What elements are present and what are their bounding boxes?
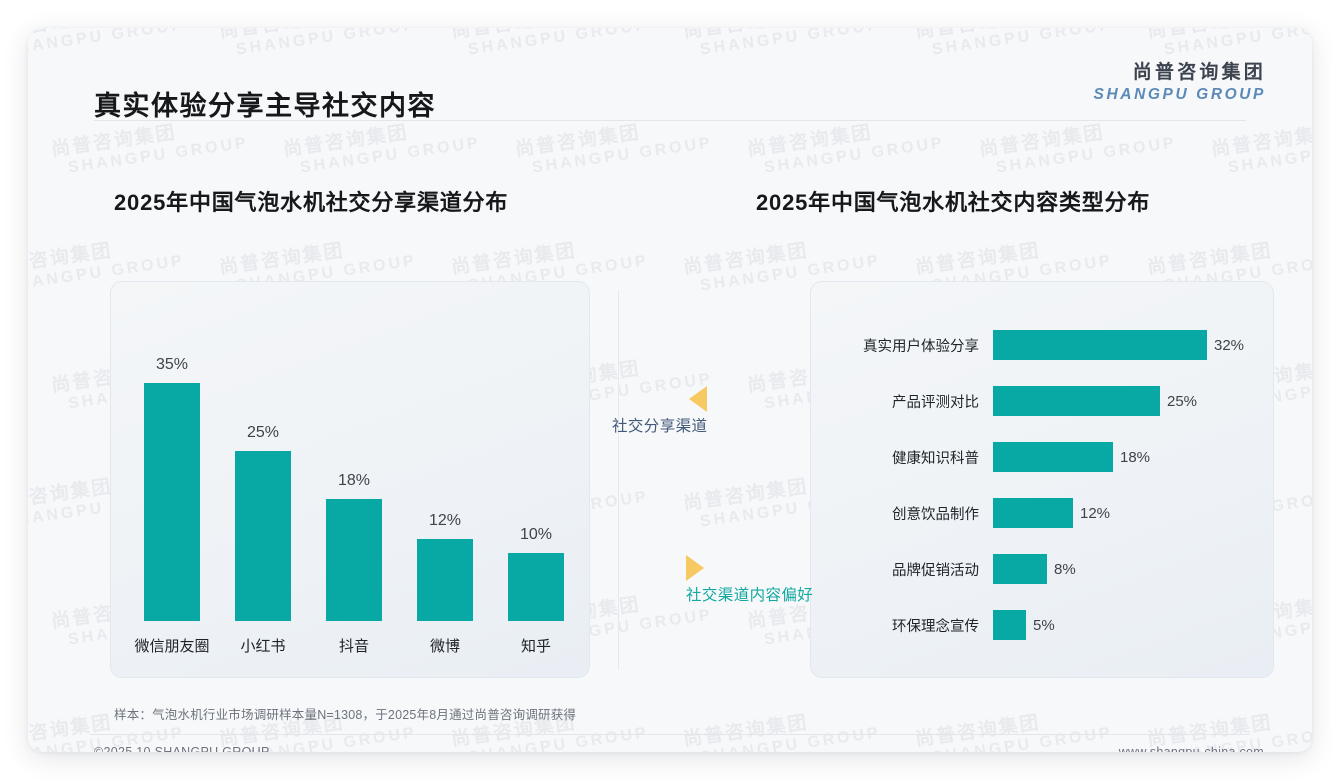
bar-rect <box>144 383 200 621</box>
bar-value-label: 25% <box>1167 392 1198 410</box>
bar-rect <box>993 442 1113 472</box>
bar-rect <box>993 498 1073 528</box>
bar-row: 品牌促销活动 8% <box>811 554 1273 584</box>
annotation-social-share-channel: 社交分享渠道 <box>612 386 708 436</box>
right-chart-title: 2025年中国气泡水机社交内容类型分布 <box>756 190 1151 215</box>
annotation-right-label: 社交渠道内容偏好 <box>686 587 814 604</box>
bar-value-label: 12% <box>428 512 462 529</box>
bar-value-label: 35% <box>155 356 189 373</box>
triangle-left-icon <box>689 386 708 412</box>
bar-group: 18% 抖音 <box>322 472 386 655</box>
bar-category-label: 品牌促销活动 <box>892 562 979 579</box>
slide-header: 真实体验分享主导社交内容 尚普咨询集团 SHANGPU GROUP <box>28 28 1312 124</box>
bar-value-label: 10% <box>519 526 553 543</box>
bar-rect <box>993 330 1207 360</box>
bar-category-label: 创意饮品制作 <box>892 506 979 523</box>
triangle-right-icon <box>686 555 704 581</box>
bar-category-label: 微博 <box>429 638 460 655</box>
bar-rect <box>326 499 382 621</box>
bar-category-label: 环保理念宣传 <box>892 618 979 635</box>
bar-row: 创意饮品制作 12% <box>811 498 1273 528</box>
bar-category-label: 小红书 <box>240 638 286 655</box>
bar-category-label: 抖音 <box>338 638 369 655</box>
footer-copyright: ©2025.10 SHANGPU GROUP <box>94 745 270 752</box>
bar-rect <box>417 539 473 621</box>
bar-value-label: 18% <box>337 472 371 489</box>
page-title: 真实体验分享主导社交内容 <box>94 91 436 121</box>
annotation-content-preference: 社交渠道内容偏好 <box>686 555 813 605</box>
column-divider <box>618 290 619 670</box>
left-chart-panel: 35% 微信朋友圈 25% 小红书 18% 抖音 12% 微博 10% 知乎 <box>110 281 590 678</box>
annotation-left-label: 社交分享渠道 <box>612 418 708 435</box>
bar-group: 25% 小红书 <box>231 424 295 655</box>
logo-chinese-text: 尚普咨询集团 <box>1132 62 1266 83</box>
bar-rect <box>508 553 564 621</box>
bar-group: 35% 微信朋友圈 <box>135 356 210 655</box>
bar-row: 真实用户体验分享 32% <box>811 330 1273 360</box>
bar-group: 10% 知乎 <box>504 526 568 655</box>
bar-category-label: 微信朋友圈 <box>134 638 210 655</box>
bar-category-label: 健康知识科普 <box>892 450 979 467</box>
bar-row: 产品评测对比 25% <box>811 386 1273 416</box>
footer-divider <box>90 734 1250 735</box>
bar-rect <box>993 554 1047 584</box>
bar-value-label: 8% <box>1054 560 1076 578</box>
brand-logo: 尚普咨询集团 SHANGPU GROUP <box>1094 62 1266 105</box>
horizontal-bar-chart: 真实用户体验分享 32% 产品评测对比 25% 健康知识科普 18% 创意饮品制作 12% 品牌… <box>811 282 1273 677</box>
footer-website: www.shangpu-china.com <box>1118 745 1264 752</box>
bar-rect <box>993 610 1026 640</box>
bar-value-label: 25% <box>246 424 280 441</box>
bar-rect <box>993 386 1160 416</box>
source-note: 样本：气泡水机行业市场调研样本量N=1308，于2025年8月通过尚普咨询调研获… <box>114 708 577 722</box>
bar-rect <box>235 451 291 621</box>
logo-english-text: SHANGPU GROUP <box>1093 86 1266 104</box>
bar-value-label: 5% <box>1033 616 1055 634</box>
bar-row: 环保理念宣传 5% <box>811 610 1273 640</box>
header-divider <box>94 120 1246 121</box>
left-chart-title: 2025年中国气泡水机社交分享渠道分布 <box>114 190 509 215</box>
right-chart-panel: 真实用户体验分享 32% 产品评测对比 25% 健康知识科普 18% 创意饮品制作 12% 品牌… <box>810 281 1274 678</box>
bar-category-label: 知乎 <box>520 638 551 655</box>
vertical-bar-chart: 35% 微信朋友圈 25% 小红书 18% 抖音 12% 微博 10% 知乎 <box>111 282 589 677</box>
bar-value-label: 32% <box>1214 336 1245 354</box>
bar-value-label: 18% <box>1120 448 1151 466</box>
bar-value-label: 12% <box>1080 504 1111 522</box>
bar-group: 12% 微博 <box>413 512 477 655</box>
bar-category-label: 真实用户体验分享 <box>863 338 979 355</box>
bar-row: 健康知识科普 18% <box>811 442 1273 472</box>
bar-category-label: 产品评测对比 <box>892 394 979 411</box>
